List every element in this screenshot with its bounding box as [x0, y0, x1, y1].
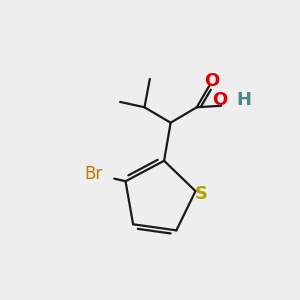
Text: O: O: [212, 92, 227, 110]
Text: H: H: [236, 92, 251, 110]
Text: S: S: [194, 185, 207, 203]
Text: Br: Br: [84, 165, 103, 183]
Text: O: O: [204, 71, 219, 89]
